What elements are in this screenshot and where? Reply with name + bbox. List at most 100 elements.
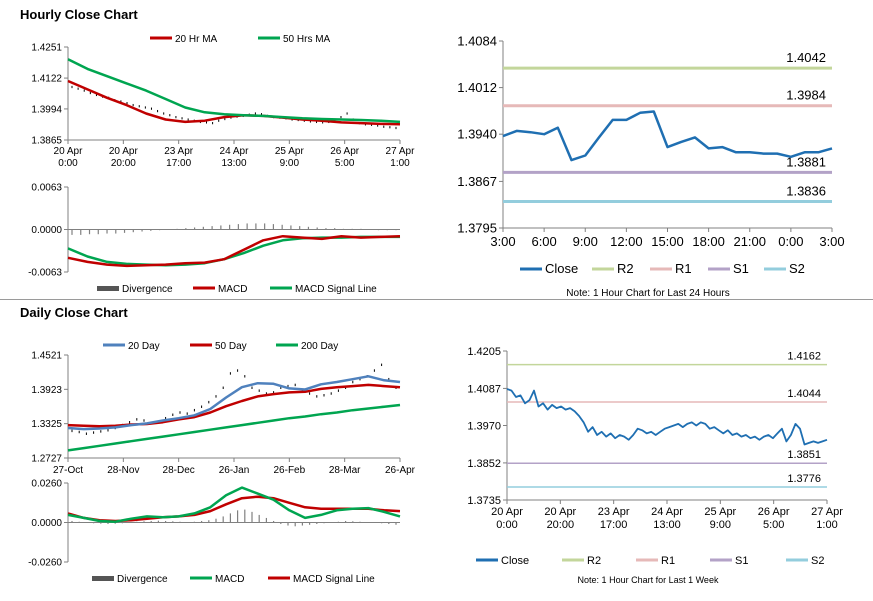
daily-ma-x-tick-label: 26-Apr xyxy=(385,465,416,476)
hourly-close-x-tick-label: 12:00 xyxy=(610,234,643,249)
daily-close-s2-label: 1.3776 xyxy=(787,473,821,485)
daily-close-x-tick-label: 9:00 xyxy=(710,519,731,531)
hourly-close-x-tick-label: 0:00 xyxy=(778,234,803,249)
hourly-macd-y-tick-label: 0.0063 xyxy=(31,183,62,194)
hourly-close-y-tick-label: 1.3940 xyxy=(457,127,497,142)
daily-close-x-tick-label: 17:00 xyxy=(600,519,628,531)
daily-close-r1-label: 1.4044 xyxy=(787,388,821,400)
daily-macd-legend-label: MACD xyxy=(215,574,244,585)
daily-close-x-tick-label: 20:00 xyxy=(547,519,575,531)
daily-ma-x-tick-label: 26-Feb xyxy=(273,465,305,476)
hourly-close-line xyxy=(502,110,833,162)
hourly-close-legend-label: S2 xyxy=(789,261,805,276)
daily-20day-line xyxy=(67,375,401,431)
hourly-ma-x-tick-label: 5:00 xyxy=(335,158,355,169)
daily-close-legend-label: S2 xyxy=(811,555,824,567)
hourly-ma-y-tick-label: 1.3865 xyxy=(31,136,62,147)
daily-close-x-tick-label: 25 Apr xyxy=(704,506,736,518)
hourly-ma-x-tick-label: 25 Apr xyxy=(275,146,305,157)
daily-macd-y-tick-label: -0.0260 xyxy=(28,558,62,569)
hourly-ma-y-tick-label: 1.4251 xyxy=(31,43,62,54)
hourly-ma-x-tick-label: 26 Apr xyxy=(330,146,360,157)
daily-section-title: Daily Close Chart xyxy=(20,305,128,320)
hourly-close-legend-label: R2 xyxy=(617,261,634,276)
hourly-ma-x-tick-label: 20:00 xyxy=(111,158,136,169)
daily-macd-y-tick-label: 0.0260 xyxy=(31,479,62,490)
daily-ma-x-tick-label: 28-Nov xyxy=(107,465,139,476)
daily-ma-y-tick-label: 1.4521 xyxy=(31,351,62,362)
hourly-close-r1-label: 1.3984 xyxy=(786,88,826,103)
daily-ma-x-tick-label: 27-Oct xyxy=(53,465,83,476)
daily-macd-legend-label: MACD Signal Line xyxy=(293,574,375,585)
daily-close-x-tick-label: 13:00 xyxy=(653,519,681,531)
hourly-close-x-tick-label: 6:00 xyxy=(531,234,556,249)
hourly-ma-x-tick-label: 17:00 xyxy=(166,158,191,169)
daily-macd-y-tick-label: 0.0000 xyxy=(31,518,62,529)
daily-close-x-tick-label: 20 Apr xyxy=(491,506,523,518)
hourly-close-y-tick-label: 1.4084 xyxy=(457,34,497,49)
hourly-close-x-tick-label: 3:00 xyxy=(819,234,844,249)
hourly-macd-signal-line xyxy=(67,235,400,267)
daily-close-line xyxy=(506,388,828,446)
hourly-ma-y-tick-label: 1.4122 xyxy=(31,74,62,85)
hourly-close-x-tick-label: 3:00 xyxy=(490,234,515,249)
hourly-close-note: Note: 1 Hour Chart for Last 24 Hours xyxy=(566,288,729,299)
hourly-ma-legend-label: 20 Hr MA xyxy=(175,34,218,45)
section-divider xyxy=(0,299,873,300)
daily-macd-line xyxy=(67,486,401,523)
hourly-close-r2-label: 1.4042 xyxy=(786,50,826,65)
daily-close-legend-label: R1 xyxy=(661,555,675,567)
hourly-ma-x-tick-label: 20 Apr xyxy=(109,146,139,157)
hourly-close-y-tick-label: 1.3795 xyxy=(457,221,497,236)
daily-close-y-tick-label: 1.3852 xyxy=(467,458,501,470)
hourly-macd-legend-label: MACD xyxy=(218,284,247,295)
hourly-ma-x-tick-label: 1:00 xyxy=(390,158,410,169)
hourly-macd-line xyxy=(67,234,401,268)
hourly-ma-x-tick-label: 27 Apr xyxy=(386,146,416,157)
hourly-ma-y-tick-label: 1.3994 xyxy=(31,104,62,115)
daily-close-r2-label: 1.4162 xyxy=(787,351,821,363)
daily-ma-x-tick-label: 28-Dec xyxy=(163,465,195,476)
daily-200day-line xyxy=(67,403,401,452)
daily-close-note: Note: 1 Hour Chart for Last 1 Week xyxy=(578,575,719,585)
hourly-macd-y-tick-label: -0.0063 xyxy=(28,268,62,279)
hourly-close-legend-label: R1 xyxy=(675,261,692,276)
hourly-ma-x-tick-label: 0:00 xyxy=(58,158,78,169)
daily-close-legend-label: S1 xyxy=(735,555,748,567)
hourly-20hr-ma-line xyxy=(67,79,401,126)
hourly-close-legend-label: S1 xyxy=(733,261,749,276)
daily-ma-y-tick-label: 1.3923 xyxy=(31,385,62,396)
daily-close-y-tick-label: 1.4087 xyxy=(467,383,501,395)
hourly-close-x-tick-label: 9:00 xyxy=(573,234,598,249)
daily-close-y-tick-label: 1.3735 xyxy=(467,495,501,507)
daily-close-x-tick-label: 23 Apr xyxy=(598,506,630,518)
daily-macd-chart: 0.0260 0.0000 -0.0260 Divergence MACD MACD Si… xyxy=(28,479,401,585)
daily-ma-legend-label: 200 Day xyxy=(301,341,338,352)
hourly-close-s2-label: 1.3836 xyxy=(786,183,826,198)
daily-close-y-tick-label: 1.3970 xyxy=(467,420,501,432)
daily-close-x-tick-label: 5:00 xyxy=(763,519,784,531)
daily-ma-x-tick-label: 26-Jan xyxy=(219,465,250,476)
hourly-macd-chart: 0.0063 0.0000 -0.0063 Divergence MACD MACD Si… xyxy=(28,183,401,295)
hourly-ma-x-tick-label: 9:00 xyxy=(280,158,300,169)
hourly-close-y-tick-label: 1.3867 xyxy=(457,174,497,189)
daily-close-x-tick-label: 27 Apr xyxy=(811,506,843,518)
hourly-close-x-tick-label: 18:00 xyxy=(692,234,725,249)
hourly-close-s1-label: 1.3881 xyxy=(786,154,826,169)
hourly-close-x-tick-label: 21:00 xyxy=(733,234,766,249)
hourly-close-legend-label: Close xyxy=(545,261,578,276)
hourly-macd-y-tick-label: 0.0000 xyxy=(31,225,62,236)
daily-ma-y-tick-label: 1.2727 xyxy=(31,454,62,465)
hourly-close-x-tick-label: 15:00 xyxy=(651,234,684,249)
hourly-ma-x-tick-label: 13:00 xyxy=(221,158,246,169)
hourly-ma-legend-label: 50 Hrs MA xyxy=(283,34,331,45)
daily-close-x-tick-label: 1:00 xyxy=(816,519,837,531)
hourly-ma-x-tick-label: 20 Apr xyxy=(54,146,84,157)
hourly-macd-legend-label: Divergence xyxy=(122,284,173,295)
hourly-macd-legend-swatch xyxy=(97,286,119,291)
daily-close-x-tick-label: 0:00 xyxy=(496,519,517,531)
